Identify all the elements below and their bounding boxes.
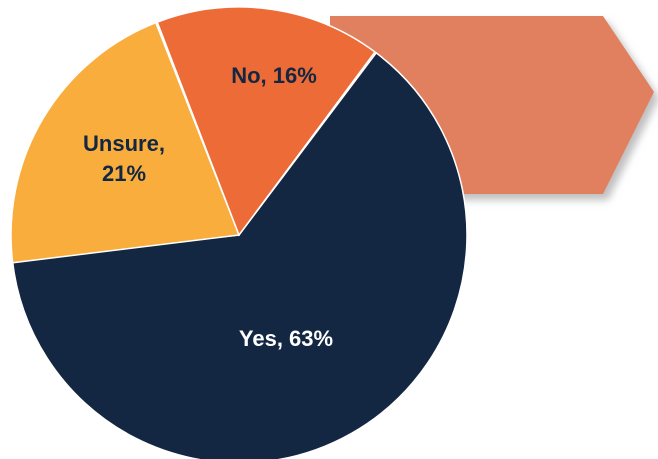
pie-slice-no: [156, 6, 376, 237]
pie-label-yes: Yes, 63%: [239, 326, 333, 351]
pie-label-line: No, 16%: [231, 63, 317, 88]
pie-labels: Yes, 63% Unsure, 21% No, 16%: [83, 63, 333, 351]
pie-slices: [10, 6, 468, 459]
pie-label-line: 21%: [102, 161, 146, 186]
pie-label-line: Unsure,: [83, 131, 165, 156]
pie-slice-unsure: [10, 21, 241, 264]
pie-label-no: No, 16%: [231, 63, 317, 88]
pie-slice-yes: [11, 51, 468, 459]
pie-label-line: Yes, 63%: [239, 326, 333, 351]
pie-label-unsure: Unsure, 21%: [83, 131, 165, 186]
